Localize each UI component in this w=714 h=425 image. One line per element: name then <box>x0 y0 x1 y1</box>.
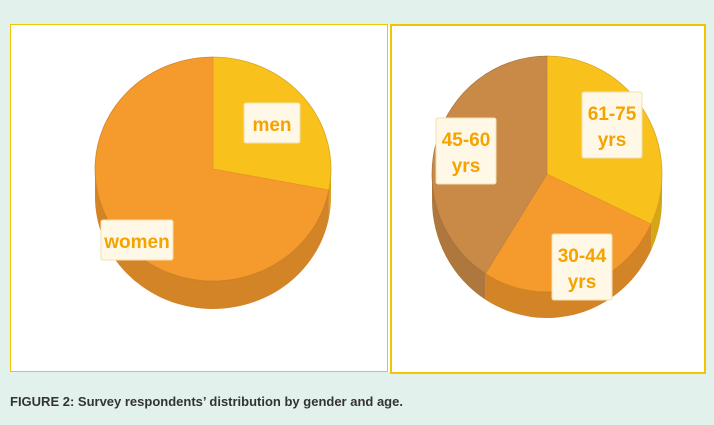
pie-label-text: yrs <box>568 272 597 293</box>
pie-label-45-60-yrs: 45-60 yrs <box>435 117 497 185</box>
pie-label-box <box>435 117 497 185</box>
pie-label-30-44-yrs: 30-44 yrs <box>551 233 613 301</box>
pie-label-box <box>581 91 643 159</box>
pie-label-women: women <box>100 219 174 261</box>
pie-rim <box>94 56 332 282</box>
gender-pie-chart: men women <box>94 56 332 309</box>
age-chart-panel: 61-75 yrs 30-44 yrs 45-60 yrs <box>390 24 706 374</box>
pie-label-text: women <box>103 232 169 253</box>
figure-frame: men women 61-75 yrs 30-44 yrs 45-60 yrs <box>10 24 706 374</box>
gender-chart-panel: men women <box>10 24 388 372</box>
pie-rim <box>431 55 663 293</box>
figure-caption: FIGURE 2: Survey respondents’ distributi… <box>10 394 403 409</box>
pie-side-45-60-yrs <box>432 174 486 300</box>
pie-side-women <box>95 169 329 309</box>
age-pie-chart: 61-75 yrs 30-44 yrs 45-60 yrs <box>431 55 663 318</box>
pie-label-box <box>551 233 613 301</box>
pie-label-61-75-yrs: 61-75 yrs <box>581 91 643 159</box>
pie-label-box <box>243 102 301 144</box>
pie-label-text: 61-75 <box>588 104 637 125</box>
pie-label-text: men <box>252 115 291 136</box>
pie-label-text: 45-60 <box>442 130 491 151</box>
pie-label-text: yrs <box>598 130 627 151</box>
pie-side-61-75-yrs <box>651 174 662 251</box>
pie-label-text: 30-44 <box>558 246 607 267</box>
pie-label-text: yrs <box>452 156 481 177</box>
pie-label-men: men <box>243 102 301 144</box>
pie-label-box <box>100 219 174 261</box>
